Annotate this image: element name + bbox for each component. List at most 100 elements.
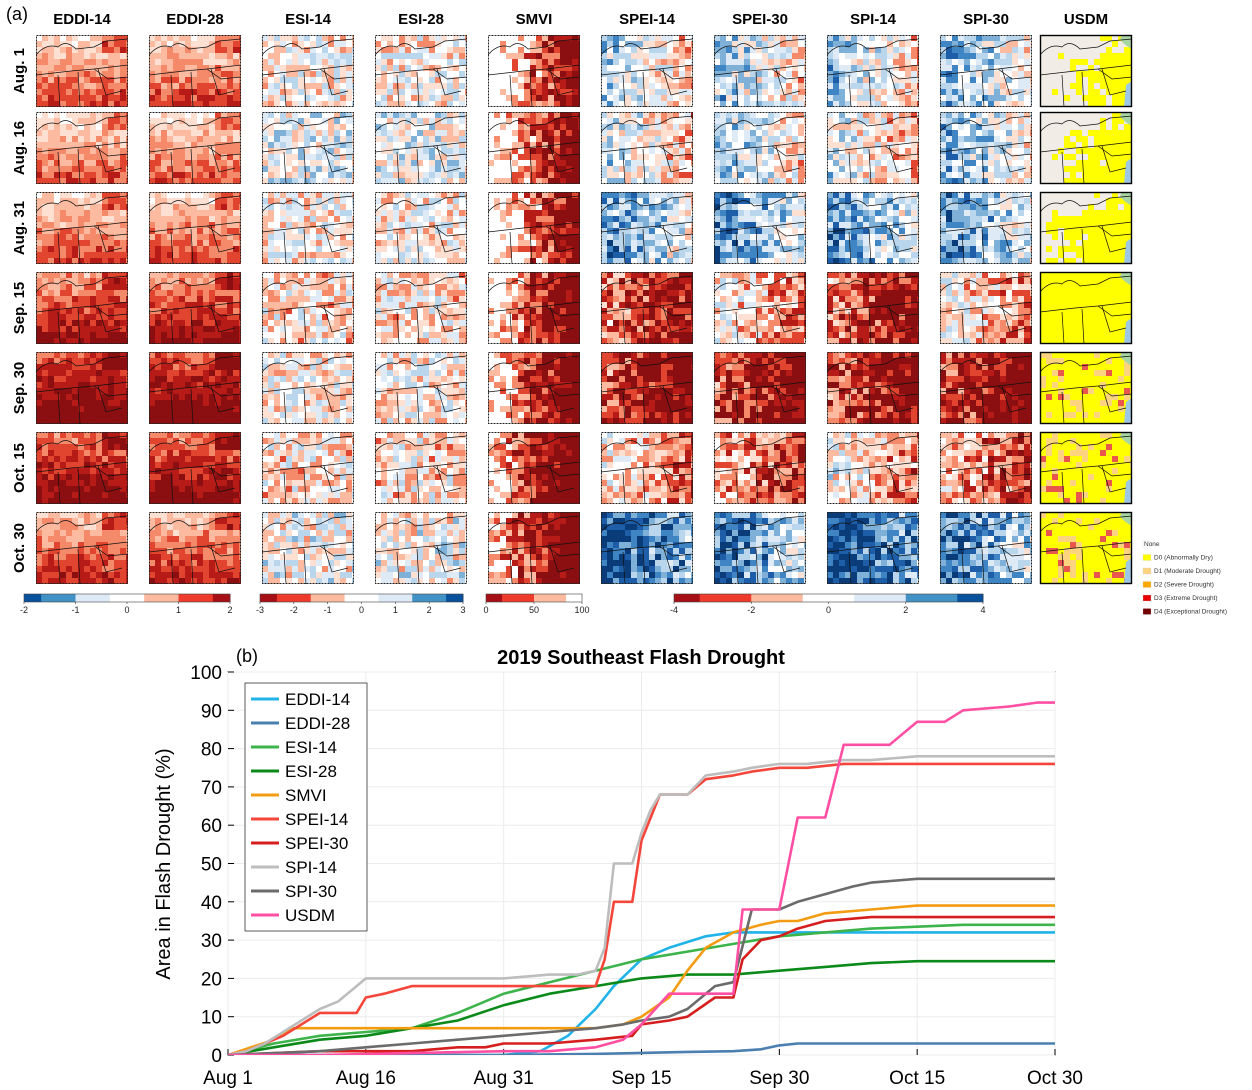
- map-esi-14-row-4: [262, 352, 354, 424]
- row-header-2: Aug. 31: [11, 201, 28, 255]
- map-smvi-row-0: [488, 35, 580, 107]
- map-esi-28-row-0: [375, 35, 467, 107]
- row-header-6: Oct. 30: [11, 523, 28, 573]
- colorbar-eddi-tick: 2: [227, 605, 232, 615]
- map-eddi-14-row-2: [36, 192, 128, 264]
- usdm-legend: None D0 (Abnormally Dry) D1 (Moderate Drou…: [1142, 540, 1227, 616]
- colorbar-eddi-tick: 1: [176, 605, 181, 615]
- series-line-eddi-28: [228, 1042, 1055, 1055]
- map-esi-28-row-4: [375, 352, 467, 424]
- map-spi-30-row-2: [940, 192, 1032, 264]
- map-smvi-row-3: [488, 272, 580, 344]
- map-spi-30-row-6: [940, 512, 1032, 584]
- map-spei-30-row-3: [714, 272, 806, 344]
- map-spei-30-row-1: [714, 112, 806, 184]
- map-spei-30-row-6: [714, 512, 806, 584]
- series-line-spei-30: [228, 915, 1055, 1055]
- map-spei-14-row-2: [601, 192, 693, 264]
- map-spi-30-row-5: [940, 432, 1032, 504]
- colorbar-eddi-tick: -2: [20, 605, 28, 615]
- map-spi-14-row-3: [827, 272, 919, 344]
- map-usdm-row-3: [1039, 271, 1133, 345]
- legend-item-spei-14: SPEI-14: [251, 810, 348, 829]
- usdm-legend-label: D3 (Extreme Drought): [1154, 595, 1218, 602]
- row-header-1: Aug. 16: [11, 121, 28, 175]
- map-smvi-row-4: [488, 352, 580, 424]
- y-tick-label: 30: [201, 931, 222, 952]
- usdm-legend-label: None: [1144, 541, 1160, 548]
- map-esi-28-row-1: [375, 112, 467, 184]
- y-tick-label: 60: [201, 816, 222, 837]
- map-usdm-row-0: [1039, 34, 1133, 108]
- legend-label: SPEI-14: [285, 810, 348, 829]
- column-header-eddi-14: EDDI-14: [53, 11, 111, 28]
- colorbar-smvi-tick: 100: [574, 605, 589, 615]
- map-esi-28-row-6: [375, 512, 467, 584]
- map-spi-30-row-3: [940, 272, 1032, 344]
- series-line-esi-14: [228, 923, 1055, 1055]
- colorbar-esi-tick: 3: [460, 605, 465, 615]
- map-eddi-14-row-0: [36, 35, 128, 107]
- column-header-spi-14: SPI-14: [850, 11, 897, 28]
- y-tick-label: 0: [211, 1046, 222, 1067]
- x-tick-label: Aug 1: [203, 1068, 253, 1089]
- legend-label: SMVI: [285, 786, 327, 805]
- colorbar-eddi-tick: 0: [124, 605, 129, 615]
- map-smvi-row-2: [488, 192, 580, 264]
- legend-item-spi-14: SPI-14: [251, 858, 337, 877]
- map-eddi-28-row-3: [149, 272, 241, 344]
- map-esi-14-row-5: [262, 432, 354, 504]
- map-spei-30-row-0: [714, 35, 806, 107]
- colorbar-spei_spi-tick: -2: [747, 605, 755, 615]
- series-line-esi-28: [228, 959, 1055, 1055]
- y-tick-label: 40: [201, 893, 222, 914]
- map-eddi-14-row-3: [36, 272, 128, 344]
- usdm-legend-item-1: D0 (Abnormally Dry): [1142, 554, 1213, 562]
- colorbar-spei_spi-tick: 4: [980, 605, 985, 615]
- colorbar-esi: -3 -2 -1 0 1 2 3: [256, 593, 466, 615]
- legend-label: EDDI-28: [285, 714, 350, 733]
- panel-b-tag: (b): [236, 646, 258, 666]
- usdm-legend-label: D1 (Moderate Drought): [1154, 568, 1221, 575]
- map-usdm-row-6: [1039, 511, 1133, 585]
- colorbar-esi-tick: -2: [290, 605, 298, 615]
- map-grid: [36, 34, 1133, 585]
- colorbar-spei_spi-tick: 2: [903, 605, 908, 615]
- colorbar-esi-tick: -1: [324, 605, 332, 615]
- usdm-legend-item-2: D1 (Moderate Drought): [1142, 567, 1221, 575]
- legend-label: USDM: [285, 906, 335, 925]
- row-header-4: Sep. 30: [11, 362, 28, 415]
- map-smvi-row-5: [488, 432, 580, 504]
- chart-legend: EDDI-14 EDDI-28 ESI-14 ESI-28 SMVI SPEI-14 SPE…: [244, 682, 368, 932]
- colorbars: -2 -1 0 1 2 -3 -2 -1 0 1 2 3 0 50 100 -4 -2 0 2 4: [20, 593, 986, 615]
- y-tick-label: 100: [190, 663, 222, 684]
- legend-label: SPI-14: [285, 858, 337, 877]
- map-spei-14-row-0: [601, 35, 693, 107]
- row-header-3: Sep. 15: [11, 282, 28, 335]
- legend-label: SPEI-30: [285, 834, 348, 853]
- legend-item-esi-14: ESI-14: [251, 738, 337, 757]
- column-header-smvi: SMVI: [516, 11, 553, 28]
- y-tick-label: 80: [201, 740, 222, 761]
- map-esi-14-row-1: [262, 112, 354, 184]
- map-esi-28-row-5: [375, 432, 467, 504]
- colorbar-spei_spi-tick: 0: [826, 605, 831, 615]
- legend-item-eddi-14: EDDI-14: [251, 690, 350, 709]
- colorbar-esi-tick: -3: [256, 605, 264, 615]
- map-smvi-row-1: [488, 112, 580, 184]
- legend-label: SPI-30: [285, 882, 337, 901]
- chart-title: 2019 Southeast Flash Drought: [497, 647, 785, 669]
- series-line-spi-14: [228, 755, 1055, 1055]
- map-eddi-14-row-6: [36, 512, 128, 584]
- colorbar-eddi: -2 -1 0 1 2: [20, 593, 233, 615]
- map-spi-30-row-0: [940, 35, 1032, 107]
- x-tick-label: Aug 31: [474, 1068, 534, 1089]
- map-eddi-28-row-5: [149, 432, 241, 504]
- column-header-spi-30: SPI-30: [963, 11, 1009, 28]
- row-headers: Aug. 1 Aug. 16 Aug. 31 Sep. 15 Sep. 30 Oct. 1…: [11, 48, 28, 573]
- column-header-spei-14: SPEI-14: [619, 11, 676, 28]
- map-usdm-row-1: [1039, 111, 1133, 185]
- column-header-usdm: USDM: [1064, 11, 1108, 28]
- map-spei-14-row-4: [601, 352, 693, 424]
- x-tick-label: Sep 15: [611, 1068, 671, 1089]
